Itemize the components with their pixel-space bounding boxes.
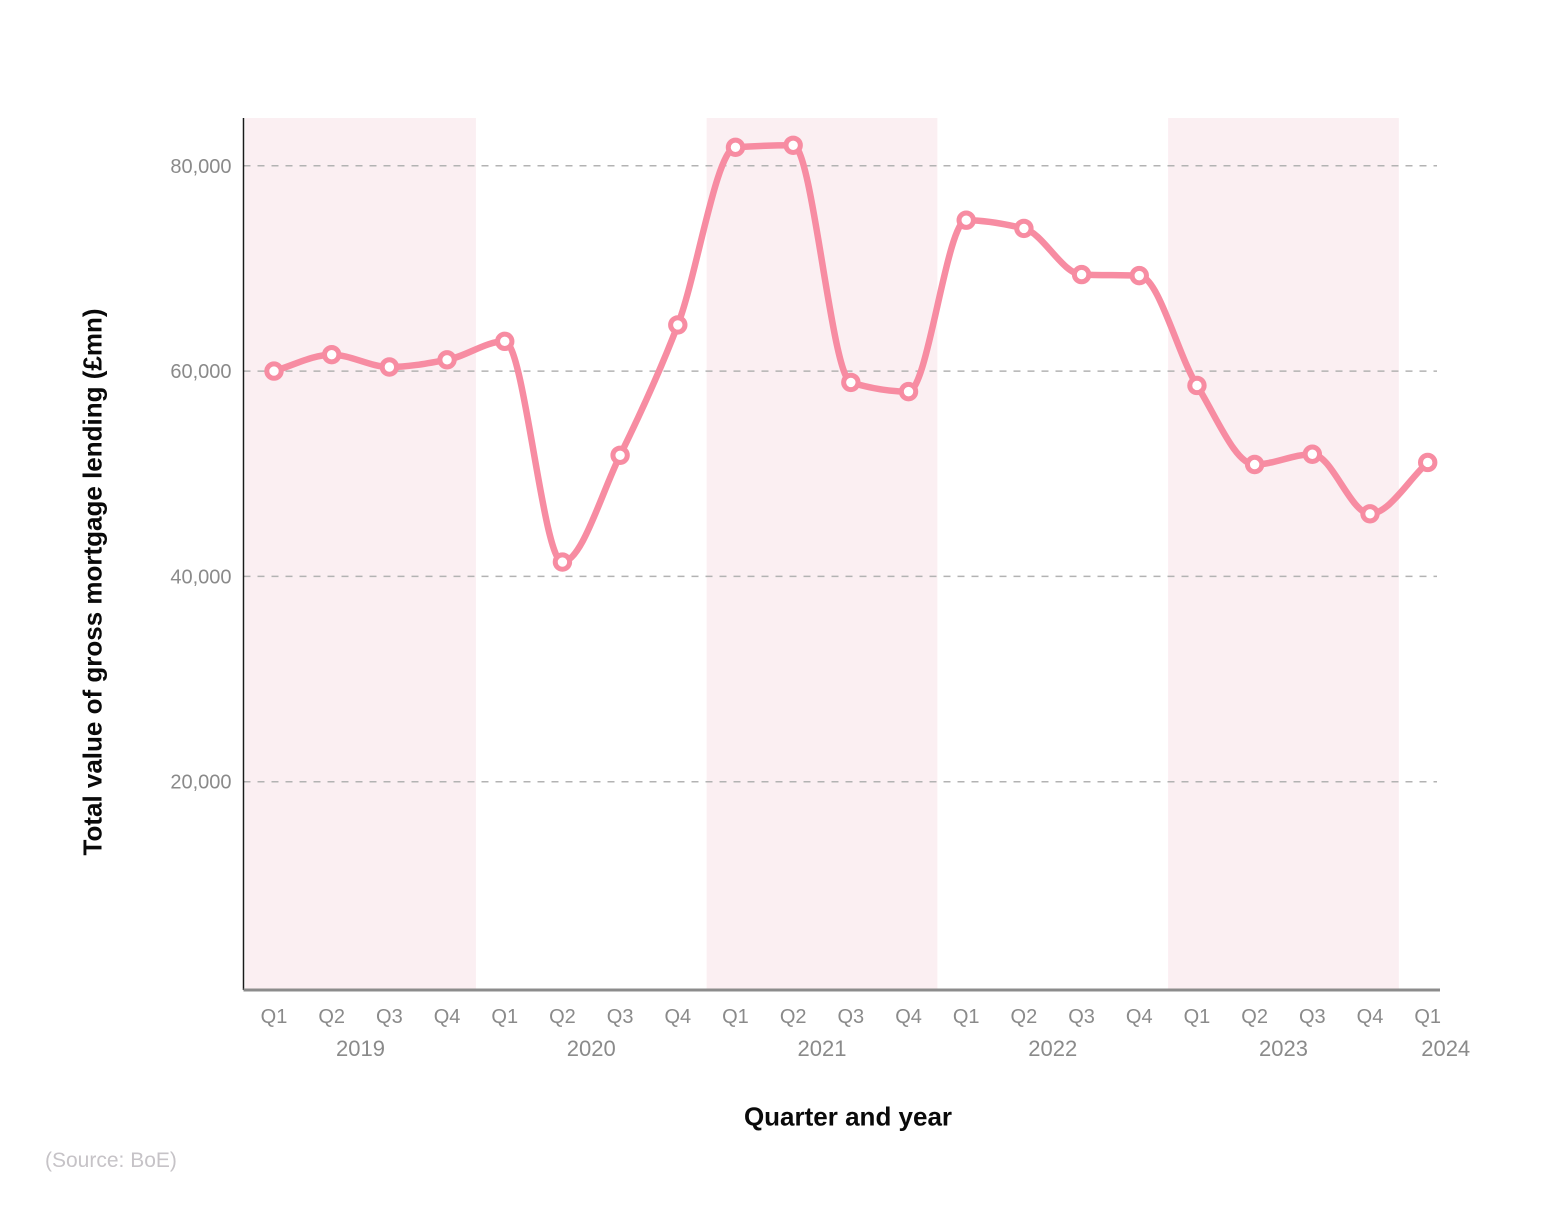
y-axis-title: Total value of gross mortgage lending (£… (77, 308, 108, 856)
data-point-marker (898, 381, 919, 402)
data-point-marker (668, 315, 688, 335)
data-point-marker (1014, 218, 1034, 239)
year-label: 2024 (1421, 1036, 1470, 1061)
data-point-marker (956, 210, 976, 230)
year-label: 2022 (1028, 1036, 1077, 1061)
y-tick-label: 60,000 (170, 361, 231, 383)
data-point-marker (1360, 504, 1380, 524)
x-tick-label: Q4 (664, 1006, 691, 1028)
y-tick-label: 20,000 (170, 772, 231, 794)
data-point-marker (321, 344, 342, 365)
year-band-2023 (1168, 118, 1399, 990)
year-label: 2019 (336, 1036, 385, 1061)
x-tick-label: Q4 (895, 1006, 922, 1028)
x-tick-label: Q4 (1357, 1006, 1384, 1028)
x-tick-label: Q1 (953, 1006, 980, 1028)
data-point-marker (1187, 375, 1207, 396)
data-point-marker (1129, 265, 1149, 286)
x-tick-label: Q1 (722, 1006, 749, 1028)
x-tick-label: Q3 (838, 1006, 865, 1028)
data-point-marker (264, 361, 284, 381)
data-point-marker (783, 135, 803, 155)
data-point-marker (1302, 444, 1323, 464)
data-point-marker (725, 137, 746, 158)
data-point-marker (552, 552, 573, 572)
data-point-marker (1418, 452, 1438, 473)
data-point-marker (841, 372, 861, 393)
year-label: 2020 (567, 1036, 616, 1061)
x-tick-label: Q3 (607, 1006, 634, 1028)
x-tick-label: Q2 (780, 1006, 807, 1028)
x-tick-label: Q1 (491, 1006, 518, 1028)
y-tick-label: 80,000 (170, 156, 231, 178)
year-band-2019 (245, 118, 476, 990)
x-tick-label: Q2 (1241, 1006, 1268, 1028)
x-axis-title: Quarter and year (743, 1101, 953, 1132)
x-tick-label: Q3 (1299, 1006, 1326, 1028)
x-tick-label: Q3 (1068, 1006, 1095, 1028)
x-tick-label: Q1 (261, 1006, 288, 1028)
x-tick-label: Q2 (1011, 1006, 1038, 1028)
x-tick-label: Q4 (434, 1006, 461, 1028)
data-point-marker (610, 445, 630, 465)
x-tick-label: Q1 (1414, 1006, 1441, 1028)
year-label: 2021 (798, 1036, 847, 1061)
year-label: 2023 (1259, 1036, 1308, 1061)
data-point-marker (1244, 454, 1265, 475)
source-note: (Source: BoE) (45, 1149, 177, 1172)
data-point-marker (495, 331, 515, 352)
x-tick-label: Q3 (376, 1006, 403, 1028)
x-tick-label: Q4 (1126, 1006, 1153, 1028)
data-point-marker (437, 350, 457, 370)
y-tick-label: 40,000 (170, 566, 231, 588)
x-tick-label: Q2 (318, 1006, 345, 1028)
x-tick-label: Q1 (1184, 1006, 1211, 1028)
data-point-marker (379, 357, 400, 377)
x-tick-label: Q2 (549, 1006, 576, 1028)
data-point-marker (1071, 264, 1092, 285)
